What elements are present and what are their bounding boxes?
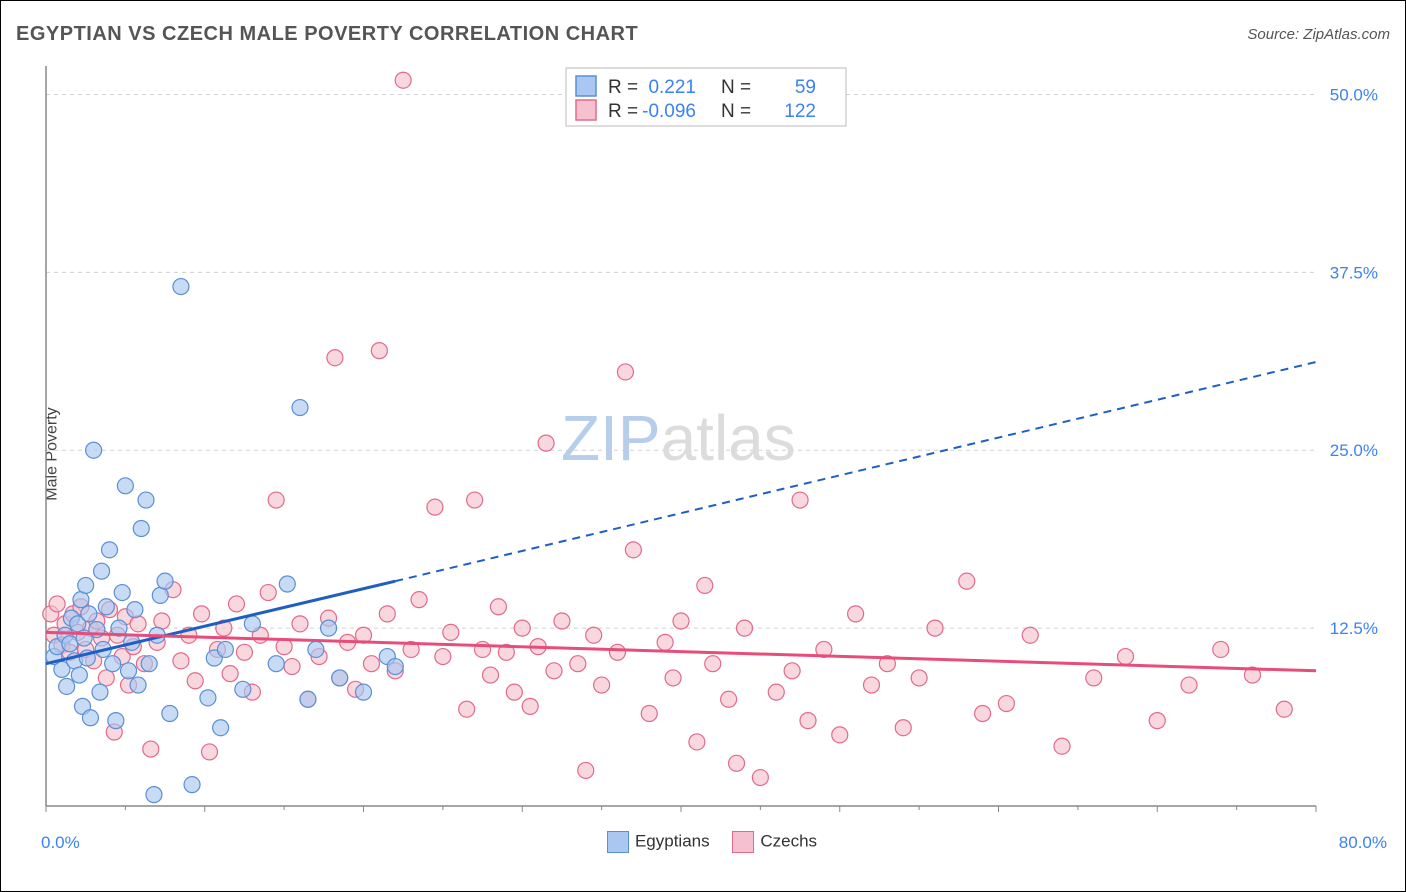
legend-label-czechs: Czechs <box>760 831 817 850</box>
legend-swatch-egyptians <box>607 831 629 853</box>
source-prefix: Source: <box>1247 26 1303 43</box>
svg-text:59: 59 <box>795 77 816 98</box>
scatter-plot-svg: 12.5% 25.0% 37.5% 50.0% R = 0.221 N = 59 R =-0.0… <box>36 56 1386 816</box>
svg-text:37.5%: 37.5% <box>1330 263 1378 282</box>
chart-title: EGYPTIAN VS CZECH MALE POVERTY CORRELATI… <box>16 23 638 46</box>
svg-text:N =: N = <box>721 101 751 122</box>
chart-container: EGYPTIAN VS CZECH MALE POVERTY CORRELATI… <box>0 0 1406 892</box>
bottom-legend: Egyptians Czechs <box>1 831 1405 853</box>
legend-label-egyptians: Egyptians <box>635 831 710 850</box>
svg-text:R =: R = <box>608 77 638 98</box>
svg-text:25.0%: 25.0% <box>1330 441 1378 460</box>
source-citation: Source: ZipAtlas.com <box>1247 26 1390 43</box>
svg-text:N =: N = <box>721 77 751 98</box>
svg-text:50.0%: 50.0% <box>1330 85 1378 104</box>
svg-text:12.5%: 12.5% <box>1330 619 1378 638</box>
chart-area: Male Poverty 12.5%25.0%37.5%50.0%R =0.22… <box>1 56 1405 851</box>
source-name: ZipAtlas.com <box>1303 26 1390 43</box>
svg-text:122: 122 <box>784 101 816 122</box>
svg-text:R =: R = <box>608 101 638 122</box>
legend-swatch-czechs <box>732 831 754 853</box>
svg-text:-0.096: -0.096 <box>642 101 696 122</box>
svg-text:0.221: 0.221 <box>648 77 696 98</box>
